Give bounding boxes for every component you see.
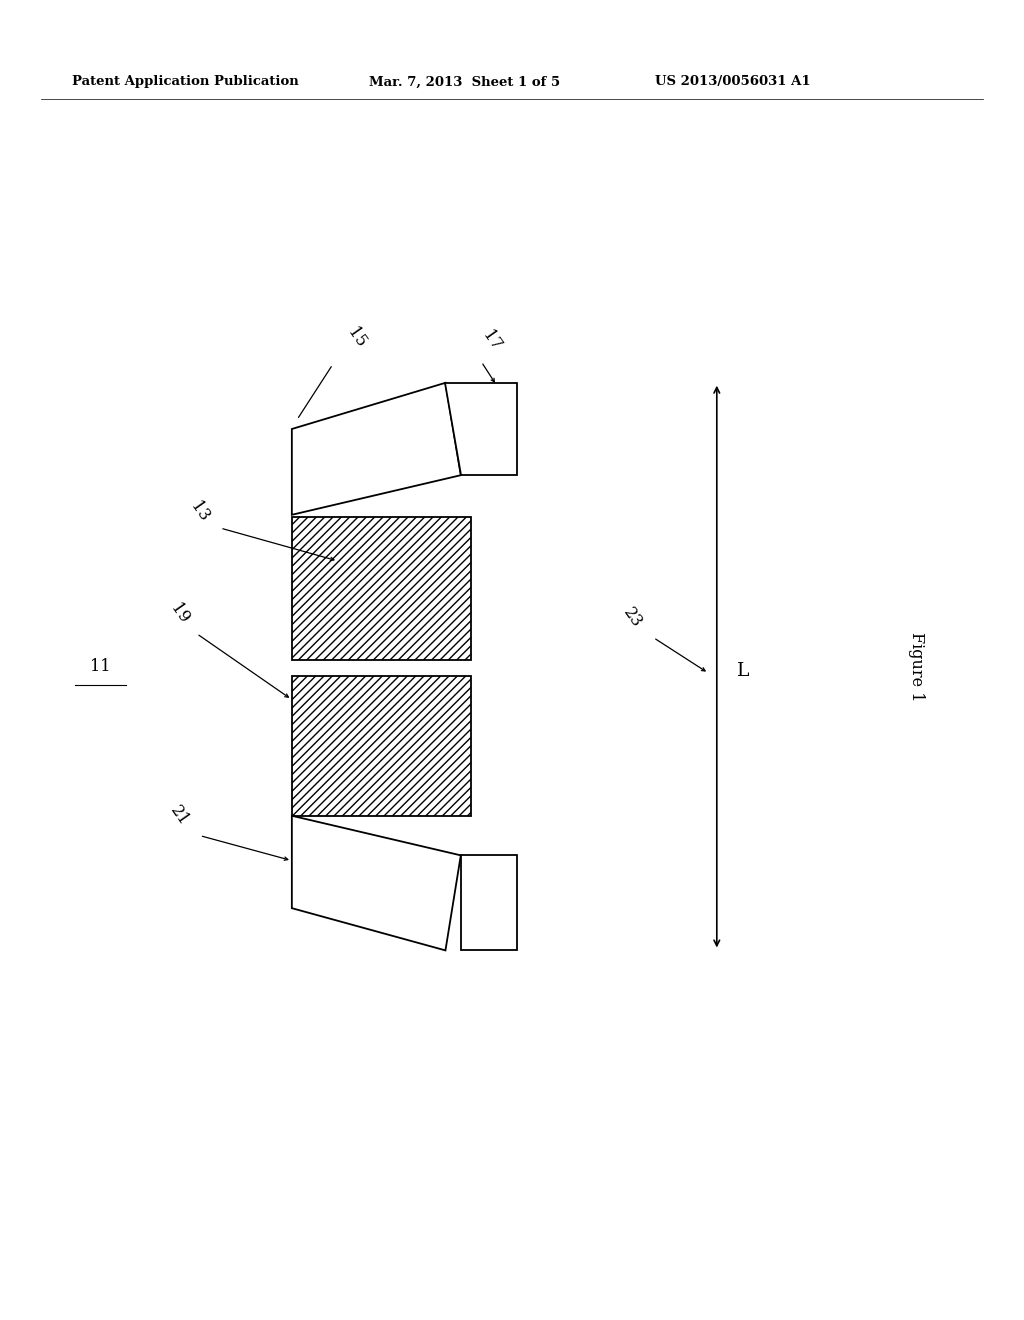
Text: L: L — [737, 661, 750, 680]
Text: 11: 11 — [90, 659, 111, 675]
Text: US 2013/0056031 A1: US 2013/0056031 A1 — [655, 75, 811, 88]
Polygon shape — [292, 383, 461, 515]
Text: Figure 1: Figure 1 — [908, 632, 925, 701]
Text: 15: 15 — [343, 325, 370, 351]
Text: 17: 17 — [478, 327, 505, 354]
Polygon shape — [461, 855, 517, 950]
Text: 23: 23 — [620, 605, 646, 631]
Text: 19: 19 — [166, 601, 193, 627]
Text: Mar. 7, 2013  Sheet 1 of 5: Mar. 7, 2013 Sheet 1 of 5 — [369, 75, 560, 88]
Polygon shape — [292, 676, 471, 816]
Text: 21: 21 — [166, 803, 193, 829]
Polygon shape — [445, 383, 517, 475]
Polygon shape — [292, 517, 471, 660]
Text: 13: 13 — [186, 499, 213, 525]
Text: Patent Application Publication: Patent Application Publication — [72, 75, 298, 88]
Polygon shape — [292, 816, 461, 950]
